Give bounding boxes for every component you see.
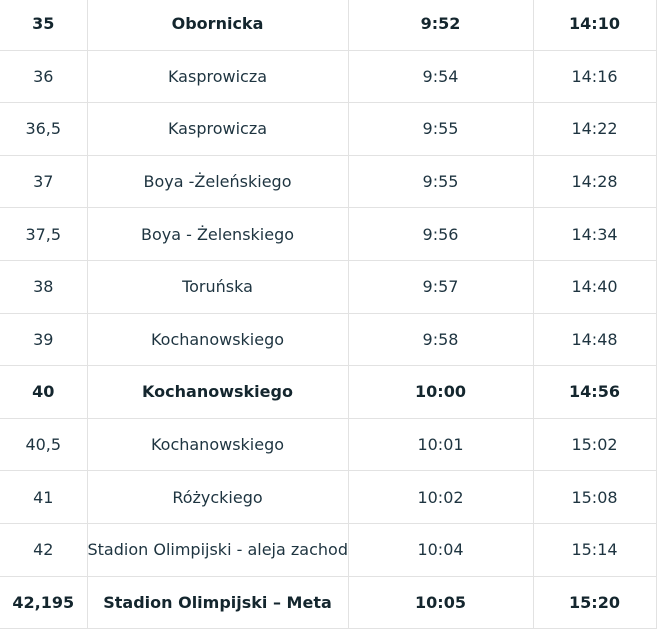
table-row: 35 Obornicka 9:52 14:10	[0, 0, 657, 51]
location-cell: Kasprowicza	[87, 102, 349, 156]
location-cell: Kochanowskiego	[87, 313, 349, 367]
time-cell-2: 14:28	[533, 155, 657, 209]
time-cell-1: 9:57	[348, 260, 534, 314]
table-row: 40,5 Kochanowskiego 10:01 15:02	[0, 418, 657, 472]
time-cell-1: 9:54	[348, 50, 534, 104]
km-cell: 37	[0, 155, 88, 209]
location-cell: Stadion Olimpijski - aleja zachodnia	[87, 523, 349, 577]
time-cell-1: 10:02	[348, 470, 534, 524]
km-cell: 40	[0, 365, 88, 419]
time-cell-2: 14:34	[533, 207, 657, 261]
km-cell: 41	[0, 470, 88, 524]
table-row: 39 Kochanowskiego 9:58 14:48	[0, 313, 657, 367]
time-cell-2: 14:16	[533, 50, 657, 104]
location-cell: Różyckiego	[87, 470, 349, 524]
time-cell-1: 9:52	[348, 0, 534, 51]
time-cell-1: 9:56	[348, 207, 534, 261]
time-cell-2: 15:14	[533, 523, 657, 577]
location-cell: Kochanowskiego	[87, 365, 349, 419]
time-cell-2: 14:56	[533, 365, 657, 419]
km-cell: 37,5	[0, 207, 88, 261]
km-cell: 42	[0, 523, 88, 577]
location-cell: Kochanowskiego	[87, 418, 349, 472]
table-row: 36,5 Kasprowicza 9:55 14:22	[0, 102, 657, 156]
time-cell-1: 10:01	[348, 418, 534, 472]
table-row: 42,195 Stadion Olimpijski – Meta 10:05 1…	[0, 576, 657, 630]
table-row: 37,5 Boya - Żelenskiego 9:56 14:34	[0, 207, 657, 261]
km-cell: 36,5	[0, 102, 88, 156]
table-row: 36 Kasprowicza 9:54 14:16	[0, 50, 657, 104]
time-cell-1: 10:05	[348, 576, 534, 630]
time-cell-1: 9:55	[348, 102, 534, 156]
km-cell: 42,195	[0, 576, 88, 630]
km-cell: 40,5	[0, 418, 88, 472]
time-cell-1: 10:04	[348, 523, 534, 577]
km-cell: 36	[0, 50, 88, 104]
time-cell-2: 15:20	[533, 576, 657, 630]
time-cell-2: 14:48	[533, 313, 657, 367]
table-row: 42 Stadion Olimpijski - aleja zachodnia …	[0, 523, 657, 577]
km-cell: 35	[0, 0, 88, 51]
location-cell: Boya -Żeleńskiego	[87, 155, 349, 209]
time-cell-2: 14:40	[533, 260, 657, 314]
time-cell-2: 15:08	[533, 470, 657, 524]
time-cell-1: 9:55	[348, 155, 534, 209]
location-cell: Kasprowicza	[87, 50, 349, 104]
table-row: 37 Boya -Żeleńskiego 9:55 14:28	[0, 155, 657, 209]
time-cell-1: 10:00	[348, 365, 534, 419]
time-cell-2: 14:10	[533, 0, 657, 51]
location-cell: Boya - Żelenskiego	[87, 207, 349, 261]
km-cell: 39	[0, 313, 88, 367]
km-cell: 38	[0, 260, 88, 314]
table-row: 40 Kochanowskiego 10:00 14:56	[0, 365, 657, 419]
location-cell: Obornicka	[87, 0, 349, 51]
time-cell-1: 9:58	[348, 313, 534, 367]
table-row: 38 Toruńska 9:57 14:40	[0, 260, 657, 314]
location-cell: Stadion Olimpijski – Meta	[87, 576, 349, 630]
time-cell-2: 15:02	[533, 418, 657, 472]
location-cell: Toruńska	[87, 260, 349, 314]
time-cell-2: 14:22	[533, 102, 657, 156]
table-row: 41 Różyckiego 10:02 15:08	[0, 470, 657, 524]
